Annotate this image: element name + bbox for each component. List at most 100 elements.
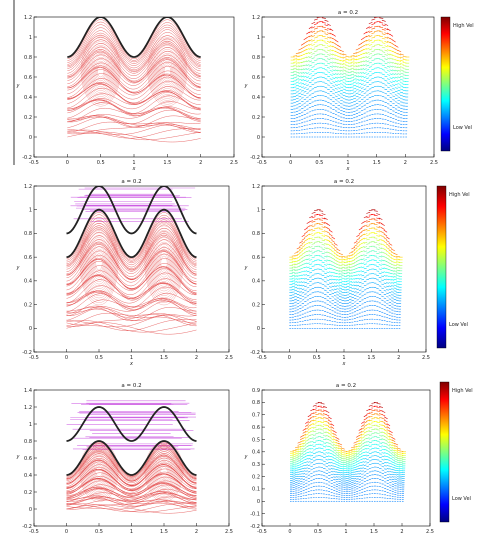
velocity-vector xyxy=(330,450,334,452)
velocity-vector xyxy=(386,438,391,441)
velocity-vector xyxy=(392,88,396,90)
velocity-vector xyxy=(391,437,396,440)
velocity-vector xyxy=(383,229,388,233)
velocity-vector xyxy=(329,278,332,281)
velocity-vector xyxy=(305,452,309,454)
velocity-vector xyxy=(342,66,347,68)
velocity-vector xyxy=(376,252,380,255)
velocity-vector xyxy=(368,423,373,425)
velocity-vector xyxy=(381,24,386,27)
velocity-vector xyxy=(353,466,357,469)
velocity-vector xyxy=(296,284,300,286)
velocity-vector xyxy=(340,472,344,474)
velocity-vector xyxy=(321,26,326,28)
velocity-vector xyxy=(356,288,360,290)
x-tick-label: 2 xyxy=(195,355,198,361)
velocity-vector xyxy=(363,464,367,466)
velocity-vector xyxy=(309,250,313,253)
velocity-vector xyxy=(323,424,327,426)
velocity-vector xyxy=(366,52,370,54)
velocity-vector xyxy=(338,284,343,286)
velocity-vector xyxy=(296,278,300,280)
velocity-vector xyxy=(389,446,393,449)
velocity-vector xyxy=(384,449,388,451)
velocity-vector xyxy=(306,266,310,269)
velocity-vector xyxy=(326,227,331,230)
velocity-vector xyxy=(333,288,337,291)
velocity-vector xyxy=(351,452,355,455)
velocity-vector xyxy=(384,465,387,467)
velocity-vector xyxy=(378,255,382,258)
velocity-vector xyxy=(333,462,337,465)
velocity-vector xyxy=(324,33,329,35)
red-vortex xyxy=(159,253,169,273)
velocity-vector xyxy=(298,92,302,94)
velocity-vector xyxy=(326,223,331,226)
velocity-vector xyxy=(307,454,311,457)
velocity-vector xyxy=(363,233,368,236)
velocity-vector xyxy=(294,284,298,286)
velocity-vector xyxy=(300,463,304,465)
velocity-vector xyxy=(361,427,365,430)
velocity-vector xyxy=(391,454,396,457)
red-vortex xyxy=(162,62,172,80)
velocity-vector xyxy=(328,449,332,451)
red-vortex xyxy=(145,443,183,501)
velocity-vector xyxy=(294,446,299,449)
velocity-vector xyxy=(312,449,316,451)
velocity-vector xyxy=(386,462,390,464)
velocity-vector xyxy=(304,266,308,269)
velocity-vector xyxy=(394,55,399,58)
velocity-vector xyxy=(302,445,306,448)
red-vortex xyxy=(95,255,103,271)
velocity-vector xyxy=(366,216,371,219)
velocity-vector xyxy=(299,288,302,290)
velocity-vector xyxy=(353,58,357,61)
red-vortex xyxy=(96,62,106,80)
velocity-vector xyxy=(366,440,370,443)
red-streamline xyxy=(67,50,201,82)
velocity-vector xyxy=(384,58,388,60)
velocity-vector xyxy=(351,463,355,465)
velocity-vector xyxy=(295,52,300,55)
velocity-vector xyxy=(340,461,345,464)
velocity-vector xyxy=(389,93,393,95)
velocity-vector xyxy=(304,274,308,276)
velocity-vector xyxy=(366,73,370,75)
velocity-vector xyxy=(310,419,314,422)
velocity-vector xyxy=(391,469,395,471)
velocity-vector xyxy=(388,295,392,297)
velocity-vector xyxy=(311,57,315,59)
velocity-vector xyxy=(384,36,389,39)
velocity-vector xyxy=(307,458,311,460)
velocity-vector xyxy=(384,67,388,69)
velocity-vector xyxy=(306,258,310,261)
velocity-vector xyxy=(311,21,316,25)
red-streamline xyxy=(66,313,197,327)
velocity-vector xyxy=(295,65,300,67)
velocity-vector xyxy=(358,445,362,448)
velocity-vector xyxy=(351,459,355,461)
y-tick-label: 0.6 xyxy=(252,255,260,261)
velocity-vector xyxy=(360,75,365,78)
velocity-vector xyxy=(384,62,388,65)
red-vortex xyxy=(146,444,182,499)
plot-frame xyxy=(261,185,427,353)
velocity-vector xyxy=(306,43,310,47)
velocity-vector xyxy=(386,74,391,76)
red-streamline xyxy=(66,211,197,260)
velocity-vector xyxy=(400,72,404,75)
velocity-vector xyxy=(334,73,339,75)
velocity-vector xyxy=(363,414,368,418)
velocity-vector xyxy=(396,466,401,468)
velocity-vector xyxy=(315,406,320,408)
velocity-vector xyxy=(358,450,362,453)
velocity-vector xyxy=(384,445,388,448)
velocity-vector xyxy=(353,62,357,64)
velocity-vector xyxy=(381,459,385,461)
velocity-vector xyxy=(304,231,308,235)
red-streamline xyxy=(66,227,197,270)
velocity-vector xyxy=(386,268,390,270)
x-tick-label: 0.5 xyxy=(95,355,103,361)
velocity-vector xyxy=(314,18,319,21)
